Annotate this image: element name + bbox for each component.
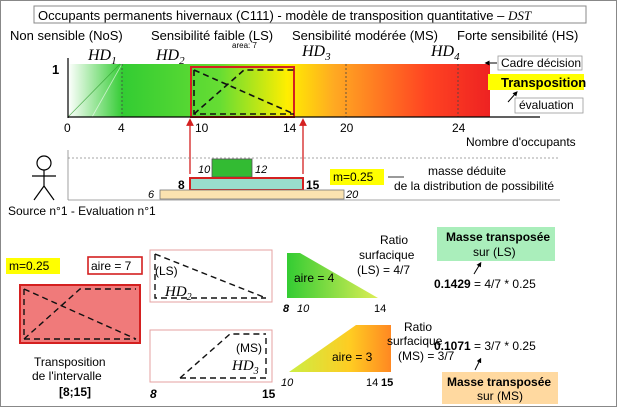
box-left-tick: 8 — [150, 387, 157, 401]
tick-0: 0 — [64, 121, 71, 135]
mass-ls-arrow — [473, 261, 482, 275]
ms-shape-box — [149, 329, 273, 383]
category-label-ls: Sensibilité faible (LS) — [151, 28, 273, 43]
tick-10: 10 — [195, 121, 209, 135]
ms-tick-14: 14 — [366, 377, 378, 389]
mass-label: m=0.25 — [333, 170, 374, 184]
source-caption: Source n°1 - Evaluation n°1 — [8, 204, 156, 218]
category-label-nos: Non sensible (NoS) — [10, 28, 123, 43]
frame-dashed-border — [193, 70, 294, 115]
transposition-line2: de l'intervalle — [32, 369, 102, 383]
mass-ms-formula: 0.1071 = 3/7 * 0.25 — [434, 339, 536, 353]
ms-tick-10: 10 — [281, 377, 294, 389]
transposition-highlight — [488, 74, 584, 90]
mass-highlight — [330, 169, 384, 185]
symbol-hd1: HD1 — [87, 47, 117, 67]
ls-decreasing-edge — [193, 69, 295, 115]
ls-tick-10: 10 — [297, 303, 310, 315]
interval-top-right: 12 — [255, 164, 267, 176]
mass-ls-box — [437, 227, 555, 261]
category-label-ms: Sensibilité modérée (MS) — [292, 28, 438, 43]
ms-area-trapezoid — [289, 325, 391, 372]
interval-8-15 — [189, 177, 304, 191]
tick-20: 20 — [340, 121, 354, 135]
mass-ls-formula: 0.1429 = 4/7 * 0.25 — [434, 277, 536, 291]
ms-shape-border — [180, 334, 267, 379]
symbol-hd3: HD3 — [301, 43, 331, 63]
interval-mid-left: 8 — [178, 178, 185, 192]
tick-24: 24 — [452, 121, 466, 135]
ls-tick-8: 8 — [283, 303, 290, 315]
transposition-label: Transposition — [501, 75, 586, 90]
cadre-box — [497, 55, 583, 71]
mass-ms-title2: sur (MS) — [477, 389, 523, 403]
cadre-label: Cadre décision — [501, 56, 581, 70]
ms-tick-15: 15 — [381, 377, 393, 389]
mass-ls-title1: Masse transposée — [446, 230, 550, 244]
area-label: area: 7 — [232, 41, 257, 50]
ratio-ls-line2: surfacique — [359, 248, 415, 262]
mass-ls-title2: sur (LS) — [473, 245, 516, 259]
ms-increasing-edge — [193, 69, 294, 115]
bottom-mass-label: m=0.25 — [9, 259, 50, 273]
evaluation-arrow — [507, 91, 518, 103]
interval-rect-diag1 — [23, 288, 137, 340]
deduced-line1: masse déduite — [428, 164, 506, 178]
category-label-hs: Forte sensibilité (HS) — [457, 28, 578, 43]
mass-ms-arrow — [474, 357, 482, 371]
bottom-mass-highlight — [6, 258, 60, 274]
ls-tick-14: 14 — [374, 303, 386, 315]
interval-mid-right: 15 — [306, 178, 320, 192]
evaluation-label: évaluation — [519, 98, 574, 112]
nos-edge — [67, 63, 121, 118]
ratio-ls-line1: Ratio — [380, 233, 408, 247]
ls-area-label: aire = 4 — [294, 271, 335, 285]
x-axis-label: Nombre d'occupants — [466, 135, 576, 149]
ms-shape-diag — [179, 333, 266, 379]
interval-bottom-right: 20 — [345, 189, 359, 201]
ls-shape-label: (LS) — [155, 264, 178, 278]
deduced-line2: de la distribution de possibilité — [394, 179, 554, 193]
y-max-label: 1 — [52, 62, 59, 77]
membership-band — [68, 64, 490, 117]
ls-shape-symbol: HD2 — [164, 284, 192, 303]
ls-rise — [91, 63, 123, 118]
symbol-hd4: HD4 — [430, 43, 460, 63]
evaluation-box — [514, 97, 584, 114]
ratio-ms-line1: Ratio — [404, 320, 432, 334]
interval-10-12 — [211, 158, 253, 178]
ratio-ms-line2: surfacique — [387, 334, 443, 348]
ls-area-trapezoid — [287, 253, 378, 298]
ms-shape-symbol: HD3 — [231, 358, 259, 377]
person-icon — [32, 155, 56, 201]
title-box — [33, 5, 587, 24]
ratio-ls-line3: (LS) = 4/7 — [357, 263, 410, 277]
tick-14: 14 — [283, 121, 297, 135]
ls-shape-border — [154, 254, 266, 299]
mass-ms-box — [442, 372, 558, 404]
transposition-line1: Transposition — [34, 355, 106, 369]
mass-ms-title1: Masse transposée — [447, 375, 551, 389]
interval-6-20 — [159, 189, 345, 200]
box-right-tick: 15 — [262, 387, 276, 401]
interval-top-left: 10 — [198, 164, 211, 176]
title: Occupants permanents hivernaux (C111) - … — [38, 8, 532, 23]
interval-bottom-left: 6 — [148, 189, 155, 201]
aire7-label: aire = 7 — [91, 259, 132, 273]
ratio-ms-line3: (MS) = 3/7 — [398, 349, 455, 363]
tick-4: 4 — [118, 121, 125, 135]
interval-rect-diag2 — [23, 288, 136, 340]
ms-shape-label: (MS) — [236, 341, 262, 355]
symbol-hd2: HD2 — [155, 47, 185, 67]
transposition-interval: [8;15] — [59, 385, 91, 399]
ms-area-label: aire = 3 — [332, 350, 373, 364]
aire7-box — [87, 256, 143, 275]
interval-rect-border — [23, 289, 136, 340]
